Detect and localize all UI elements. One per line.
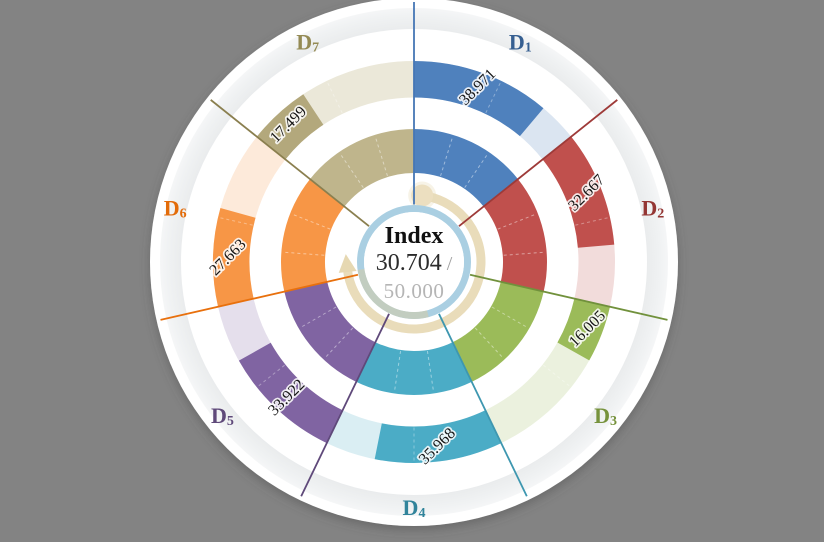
value-ring-fill — [374, 410, 502, 464]
gauge-arc — [342, 190, 486, 334]
value-ring-fill — [542, 136, 615, 248]
gauge-arrowhead-icon — [338, 254, 357, 273]
sector-name-D3: D3 — [594, 402, 617, 428]
inner-ring-subdivider — [374, 135, 388, 177]
inner-ring-subdivider — [440, 135, 454, 177]
divider-line-D4 — [438, 313, 528, 497]
center-ring-accent-arc — [357, 268, 429, 319]
value-ring-fill — [256, 94, 324, 160]
inner-ring-subdivider — [491, 306, 529, 329]
divider-line-D7 — [210, 99, 370, 227]
sector-D1 — [414, 61, 572, 207]
sector-D5 — [218, 281, 376, 444]
divider-line-D3 — [469, 273, 668, 321]
inner-ring-subdivider — [464, 152, 489, 188]
inner-ring-subdivider — [339, 152, 364, 188]
inner-ring-subdivider — [497, 213, 538, 230]
sector-D4 — [326, 342, 502, 464]
center-core — [364, 212, 464, 312]
sector-name-D5: D5 — [211, 402, 234, 428]
inner-ring-segment — [310, 129, 414, 207]
inner-ring-subdivider — [299, 306, 337, 329]
inner-ring-segment — [483, 179, 548, 292]
gauge-start-dot — [411, 184, 434, 207]
sector-D6 — [212, 136, 345, 307]
inner-ring-subdivider — [503, 251, 546, 256]
sector-rings — [212, 61, 616, 464]
sector-D3 — [452, 281, 610, 444]
inner-ring-subdivider — [393, 350, 402, 393]
value-ring-fill — [212, 207, 256, 307]
inner-ring-subdivider — [282, 251, 325, 256]
inner-ring-segment — [452, 281, 544, 382]
divider-line-D5 — [300, 313, 390, 497]
value-ring-fill — [557, 298, 610, 361]
sector-divider-lines — [160, 2, 668, 497]
inner-ring-subdivider — [323, 327, 354, 360]
inner-ring-subdivider — [426, 350, 435, 393]
divider-line-D2 — [458, 99, 618, 227]
sector-name-D1: D1 — [509, 29, 532, 55]
inner-ring-segment — [284, 281, 376, 382]
divider-line-D6 — [160, 273, 359, 321]
inner-ring-subdivider — [290, 213, 331, 230]
sector-name-D4: D4 — [403, 495, 426, 521]
inner-ring-segment — [356, 342, 472, 396]
sector-name-D7: D7 — [296, 29, 319, 55]
sector-name-D6: D6 — [164, 195, 187, 221]
sector-name-D2: D2 — [641, 195, 664, 221]
inner-ring-segment — [280, 179, 345, 292]
inner-ring-subdivider — [474, 327, 505, 360]
sector-D7 — [256, 61, 414, 207]
value-ring-fill — [238, 342, 343, 444]
value-ring-fill — [414, 61, 544, 137]
sector-D2 — [483, 136, 616, 307]
inner-ring-segment — [414, 129, 518, 207]
center-gauge — [338, 181, 486, 334]
